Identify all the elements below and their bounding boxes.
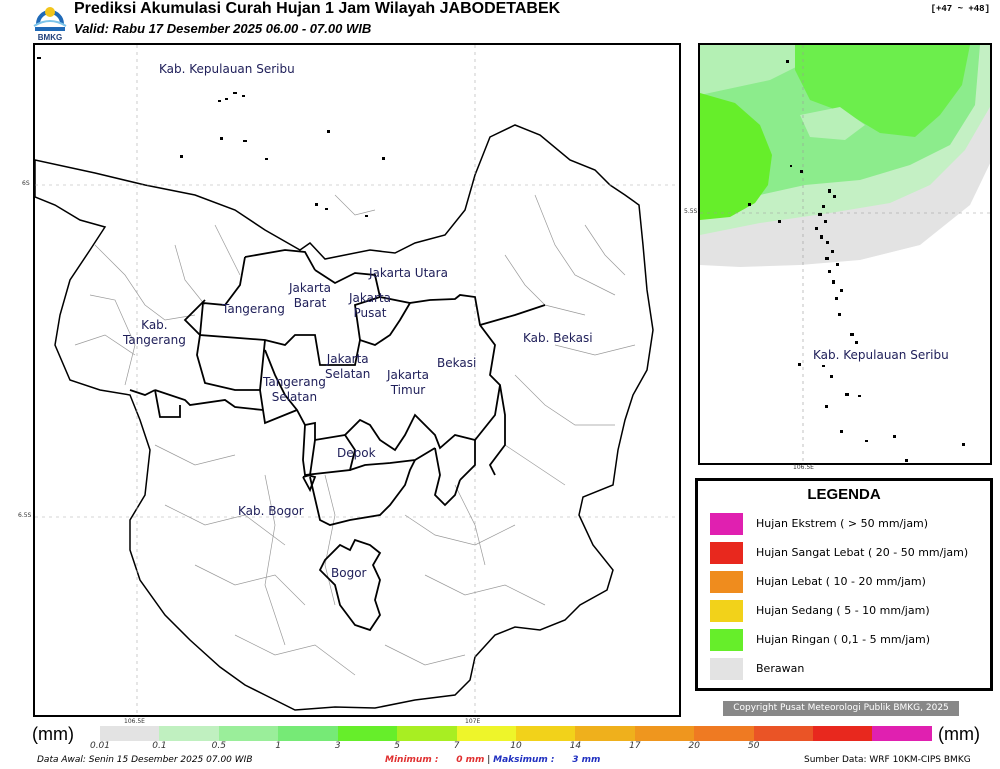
legend-swatch [710,629,743,651]
label-kab-tangerang: Kab. Tangerang [123,318,186,347]
label-jakarta-pusat: Jakarta Pusat [349,291,391,320]
label-tangerang-selatan: Tangerang Selatan [263,375,326,404]
coord-lon-107e: 107E [465,718,481,725]
forecast-range: [+47 ~ +48] [930,4,990,14]
land-area [35,124,654,711]
valid-time: Valid: Rabu 17 Desember 2025 06.00 - 07.… [74,21,372,36]
legend-swatch [710,513,743,535]
label-jakarta-utara: Jakarta Utara [369,266,448,280]
scale-tick-label: 50 [747,741,760,751]
label-jakarta-timur: Jakarta Timur [387,368,429,397]
scale-segment [515,726,576,741]
data-awal: Data Awal: Senin 15 Desember 2025 07.00 … [37,755,253,765]
legend-label: Hujan Ekstrem ( > 50 mm/jam) [756,517,929,530]
legend-label: Hujan Sedang ( 5 - 10 mm/jam) [756,604,930,617]
scale-segment [278,726,338,741]
color-scale-bar [100,726,932,741]
label-tangerang: Tangerang [222,302,285,316]
legend-title: LEGENDA [807,486,881,503]
scale-segment [100,726,160,741]
scale-segment [753,726,814,741]
scale-segment [872,726,932,741]
scale-tick-label: 0.01 [89,741,111,751]
inset-coord-lat: 5.5S [684,208,698,215]
scale-unit-left: (mm) [32,724,74,744]
legend-box: LEGENDA Hujan Ekstrem ( > 50 mm/jam) Huj… [695,478,993,691]
scale-tick-label: 7 [453,741,460,751]
data-source: Sumber Data: WRF 10KM-CIPS BMKG [804,755,971,765]
label-bekasi: Bekasi [437,356,477,370]
legend-label: Hujan Sangat Lebat ( 20 - 50 mm/jam) [756,546,969,559]
legend-swatch [710,658,743,680]
minimum-label: Minimum : [385,755,439,765]
inset-map-svg [700,45,990,463]
legend-label: Berawan [756,662,805,675]
inset-label-kep-seribu: Kab. Kepulauan Seribu [813,348,949,362]
page-title: Prediksi Akumulasi Curah Hujan 1 Jam Wil… [74,0,561,17]
scale-unit-right: (mm) [938,724,980,744]
scale-tick-label: 0.5 [211,741,226,751]
legend-label: Hujan Ringan ( 0,1 - 5 mm/jam) [756,633,931,646]
scale-tick-label: 0.1 [152,741,167,751]
maksimum-value: 3 mm [572,755,601,765]
rain-1-3-east [795,45,970,137]
scale-segment [634,726,695,741]
scale-segment [337,726,398,741]
scale-segment [813,726,873,741]
label-bogor: Bogor [331,566,367,580]
coord-lon-106-5e: 106.5E [124,718,145,725]
logo-text: BMKG [38,33,62,42]
label-jakarta-barat: Jakarta Barat [289,281,331,310]
scale-segment [456,726,516,741]
legend-swatch [710,571,743,593]
inset-map[interactable]: Kab. Kepulauan Seribu [698,43,992,465]
scale-tick-label: 5 [394,741,400,751]
minimum-value: 0 mm [456,755,485,765]
scale-tick-label: 17 [629,741,641,751]
label-jakarta-selatan: Jakarta Selatan [325,352,371,381]
scale-tick-label: 20 [688,741,700,751]
legend-label: Hujan Lebat ( 10 - 20 mm/jam) [756,575,926,588]
label-kab-bekasi: Kab. Bekasi [523,331,593,345]
coord-lat-6s: 6S [22,180,30,187]
coord-lat-6-5s: 6.5S [18,512,32,519]
legend-swatch [710,542,743,564]
rain-1-3-west [700,93,772,220]
main-map-svg [35,45,679,715]
label-kab-bogor: Kab. Bogor [238,504,304,518]
min-max-info: Minimum : 0 mm | Maksimum : 3 mm [385,755,600,765]
scale-segment [397,726,457,741]
rain-light-patch [800,107,865,140]
scale-segment [575,726,635,741]
copyright-notice: Copyright Pusat Meteorologi Publik BMKG,… [723,701,959,716]
separator: | [487,755,491,765]
scale-segment [694,726,754,741]
scale-tick-label: 10 [510,741,522,751]
bmkg-logo: BMKG [33,7,67,42]
scale-segment [218,726,279,741]
inset-coord-lon: 106.5E [793,464,814,471]
maksimum-label: Maksimum : [493,755,555,765]
scale-tick-label: 3 [334,741,341,751]
scale-segment [159,726,219,741]
main-map[interactable]: Kab. Kepulauan Seribu Jakarta Utara Jaka… [33,43,681,717]
scale-tick-label: 14 [569,741,582,751]
scale-tick-label: 1 [275,741,282,751]
legend-swatch [710,600,743,622]
label-depok: Depok [337,446,376,460]
label-kep-seribu: Kab. Kepulauan Seribu [159,62,295,76]
